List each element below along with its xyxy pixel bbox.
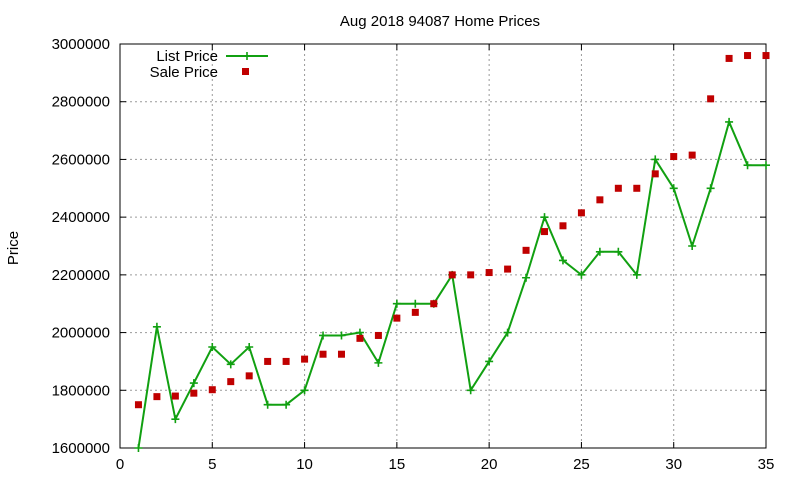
legend-marker-list-price <box>243 52 251 60</box>
sale-price-point <box>614 184 622 192</box>
sale-price-point <box>245 372 253 380</box>
list-price-point <box>411 299 420 308</box>
legend-marker-sale-price <box>242 68 249 75</box>
sale-price-point <box>707 95 715 103</box>
sale-price-point <box>522 246 530 254</box>
x-tick-label: 5 <box>208 456 216 473</box>
chart-title: Aug 2018 94087 Home Prices <box>340 13 540 30</box>
list-price-point <box>595 247 604 256</box>
sale-price-point <box>762 52 770 60</box>
list-price-point <box>208 343 217 351</box>
sale-price-point <box>596 196 604 204</box>
sale-price-point <box>411 308 419 316</box>
y-tick-label: 1600000 <box>52 440 110 457</box>
list-price-point <box>485 357 494 366</box>
list-price-point <box>189 379 198 388</box>
list-price-point <box>558 256 567 265</box>
list-price-point <box>245 343 254 351</box>
sale-price-point <box>559 222 567 230</box>
y-axis-label: Price <box>5 231 22 265</box>
list-price-point <box>337 331 346 340</box>
list-price-point <box>614 247 623 256</box>
list-price-point <box>466 386 475 395</box>
sale-price-point <box>227 378 235 386</box>
list-price-point <box>392 299 401 308</box>
x-tick-label: 15 <box>389 456 406 473</box>
list-price-point <box>374 358 383 367</box>
list-price-point <box>743 161 752 170</box>
sale-price-point <box>725 54 733 62</box>
x-tick-label: 20 <box>481 456 498 473</box>
x-tick-label: 35 <box>758 456 775 473</box>
sale-price-point <box>448 271 456 279</box>
x-tick-label: 0 <box>116 456 124 473</box>
list-price-point <box>725 117 734 126</box>
sale-price-point <box>577 209 585 217</box>
list-price-point <box>503 328 512 337</box>
sale-price-point <box>430 300 438 308</box>
list-price-point <box>282 400 291 409</box>
sale-price-point <box>301 355 309 363</box>
y-tick-label: 2800000 <box>52 94 110 111</box>
x-tick-label: 10 <box>296 456 313 473</box>
list-price-point <box>651 155 660 164</box>
list-price-line <box>137 118 766 449</box>
list-price-point <box>226 360 235 369</box>
sale-price-point <box>356 334 364 342</box>
list-price-point <box>134 444 143 452</box>
x-tick-label: 30 <box>665 456 682 473</box>
legend-label-sale-price: Sale Price <box>150 64 218 81</box>
sale-price-point <box>190 389 198 397</box>
sale-price-point <box>393 314 401 322</box>
y-tick-label: 2400000 <box>52 209 110 226</box>
list-price-point <box>319 331 328 340</box>
sale-price-point <box>744 52 752 60</box>
y-tick-label: 2600000 <box>52 151 110 168</box>
sale-price-point <box>633 184 641 192</box>
list-price-point <box>540 213 549 222</box>
sale-price-point <box>541 228 549 236</box>
sale-price-point <box>670 153 678 161</box>
y-tick-label: 1800000 <box>52 382 110 399</box>
sale-price-point <box>651 170 659 178</box>
list-price-point <box>577 270 586 279</box>
legend-label-list-price: List Price <box>156 48 218 65</box>
sale-price-point <box>467 271 475 279</box>
list-price-point <box>632 270 641 279</box>
y-tick-label: 2000000 <box>52 325 110 342</box>
sale-price-point <box>485 269 493 277</box>
sale-price-point <box>337 350 345 358</box>
list-price-point <box>669 184 678 193</box>
plot-frame <box>119 43 767 449</box>
sale-price-point <box>319 350 327 358</box>
list-price-point <box>171 415 180 424</box>
sale-price-point <box>153 393 161 401</box>
sale-price-point <box>208 386 216 394</box>
y-tick-label: 2200000 <box>52 267 110 284</box>
sale-price-point <box>282 357 290 365</box>
axis-ticks <box>119 43 767 449</box>
legend: List Price Sale Price <box>150 48 268 81</box>
sale-price-point <box>171 392 179 400</box>
axis-tick-labels: 0 5 10 15 20 25 30 35 1600000 1800000 2000000 22000… <box>52 36 775 473</box>
sale-price-point <box>264 357 272 365</box>
grid <box>120 44 766 448</box>
series <box>134 52 770 452</box>
list-price-point <box>263 400 272 409</box>
y-tick-label: 3000000 <box>52 36 110 53</box>
sale-price-point <box>688 151 696 159</box>
list-price-point <box>300 386 309 395</box>
x-tick-label: 25 <box>573 456 590 473</box>
sale-price-point <box>504 265 512 273</box>
sale-price-point <box>374 331 382 339</box>
list-price-point <box>706 184 715 193</box>
list-price-point <box>152 322 161 331</box>
list-price-point <box>762 161 770 170</box>
list-price-point <box>522 273 531 282</box>
sale-price-point <box>134 401 142 409</box>
list-price-point <box>688 242 697 250</box>
